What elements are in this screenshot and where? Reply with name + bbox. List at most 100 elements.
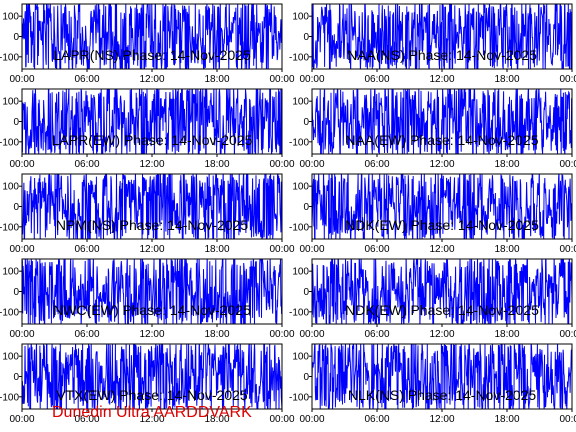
y-tick-label: -100 (0, 222, 19, 233)
y-tick-label: -100 (0, 307, 19, 318)
panel-1: 100 0 -100 00:00 06:00 12:00 18:00 00:00 LAPR(NS… (0, 3, 295, 85)
x-tick-label: 06:00 (74, 414, 99, 425)
x-tick-label: 06:00 (74, 159, 99, 170)
y-tick-label: 0 (13, 117, 19, 128)
x-tick-label: 18:00 (204, 74, 229, 85)
y-tick-label: 0 (303, 117, 309, 128)
y-tick-label: 100 (292, 97, 309, 108)
x-tick-label: 00:00 (299, 414, 324, 425)
x-tick-label: 00:00 (269, 414, 294, 425)
y-tick-label: 0 (303, 32, 309, 43)
y-tick-label: 100 (292, 352, 309, 363)
panel-title: NLK(NS) Phase: 14-Nov-2025 (348, 387, 537, 403)
x-tick-label: 00:00 (559, 329, 576, 340)
y-tick-label: -100 (289, 307, 309, 318)
panel-title: LAPR(EW) Phase: 14-Nov-2025 (52, 132, 253, 148)
x-tick-label: 12:00 (429, 329, 454, 340)
x-tick-label: 18:00 (494, 244, 519, 255)
phase-trace (22, 174, 282, 239)
x-tick-label: 18:00 (494, 414, 519, 425)
y-tick-label: 100 (2, 352, 19, 363)
x-tick-label: 00:00 (299, 159, 324, 170)
footer-label: Dunedin Ultra AARDDVARK (52, 404, 252, 421)
panel-9: 100 0 -100 00:00 06:00 12:00 18:00 00:00 VTX(EW)… (0, 343, 295, 425)
panel-5: 100 0 -100 00:00 06:00 12:00 18:00 00:00 NPM(NS)… (0, 173, 295, 255)
x-tick-label: 00:00 (269, 159, 294, 170)
phase-trace (22, 89, 282, 154)
x-tick-label: 00:00 (9, 74, 34, 85)
x-tick-label: 00:00 (9, 244, 34, 255)
y-tick-label: 100 (2, 182, 19, 193)
y-tick-label: 100 (2, 97, 19, 108)
x-tick-label: 00:00 (559, 244, 576, 255)
y-tick-label: 0 (13, 287, 19, 298)
y-tick-label: 100 (292, 12, 309, 23)
x-tick-label: 18:00 (204, 159, 229, 170)
panel-4: 100 0 -100 00:00 06:00 12:00 18:00 00:00 NAA(EW)… (289, 88, 576, 170)
phase-trace (312, 4, 572, 69)
y-tick-label: 0 (303, 372, 309, 383)
x-tick-label: 06:00 (364, 414, 389, 425)
y-tick-label: -100 (289, 52, 309, 63)
phase-trace (312, 344, 572, 409)
x-tick-label: 18:00 (494, 329, 519, 340)
x-tick-label: 06:00 (364, 159, 389, 170)
panel-title: NDK(EW) Phase: 14-Nov-2025 (345, 217, 539, 233)
panel-10: 100 0 -100 00:00 06:00 12:00 18:00 00:00 NLK(NS)… (289, 343, 576, 425)
x-tick-label: 00:00 (559, 159, 576, 170)
panel-7: 100 0 -100 00:00 06:00 12:00 18:00 00:00 NWC(EW)… (0, 258, 295, 340)
x-tick-label: 12:00 (139, 74, 164, 85)
panel-6: 100 0 -100 00:00 06:00 12:00 18:00 00:00 NDK(EW)… (289, 173, 576, 255)
x-tick-label: 18:00 (494, 159, 519, 170)
x-tick-label: 06:00 (364, 244, 389, 255)
x-tick-label: 06:00 (74, 329, 99, 340)
panel-title: LAPR(NS) Phase: 14-Nov-2025 (53, 47, 251, 63)
x-tick-label: 12:00 (429, 74, 454, 85)
y-tick-label: 0 (303, 202, 309, 213)
x-tick-label: 12:00 (139, 329, 164, 340)
y-tick-label: -100 (289, 222, 309, 233)
x-tick-label: 00:00 (299, 74, 324, 85)
x-tick-label: 00:00 (269, 244, 294, 255)
x-tick-label: 00:00 (269, 329, 294, 340)
x-tick-label: 00:00 (9, 414, 34, 425)
y-tick-label: 100 (292, 267, 309, 278)
x-tick-label: 12:00 (139, 244, 164, 255)
panel-2: 100 0 -100 00:00 06:00 12:00 18:00 00:00 NAA(NS)… (289, 3, 576, 85)
x-tick-label: 00:00 (299, 329, 324, 340)
phase-trace (312, 259, 572, 324)
x-tick-label: 00:00 (299, 244, 324, 255)
x-tick-label: 18:00 (204, 244, 229, 255)
panel-title: NDK(EW) Phase: 14-Nov-2025 (345, 302, 539, 318)
panel-title: NPM(NS) Phase: 14-Nov-2025 (56, 217, 248, 233)
y-tick-label: -100 (289, 137, 309, 148)
y-tick-label: 100 (292, 182, 309, 193)
x-tick-label: 12:00 (139, 159, 164, 170)
x-tick-label: 06:00 (364, 329, 389, 340)
x-tick-label: 18:00 (204, 414, 229, 425)
x-tick-label: 06:00 (74, 74, 99, 85)
panel-title: VTX(EW) Phase: 14-Nov-2025 (56, 387, 248, 403)
x-tick-label: 12:00 (139, 414, 164, 425)
phase-trace (312, 174, 572, 239)
y-tick-label: -100 (0, 392, 19, 403)
y-tick-label: 0 (13, 372, 19, 383)
y-tick-label: -100 (289, 392, 309, 403)
x-tick-label: 00:00 (9, 329, 34, 340)
phase-trace (312, 89, 572, 154)
panel-title: NWC(EW) Phase: 14-Nov-2025 (53, 302, 251, 318)
y-tick-label: 100 (2, 267, 19, 278)
y-tick-label: 0 (303, 287, 309, 298)
x-tick-label: 00:00 (559, 74, 576, 85)
panel-8: 100 0 -100 00:00 06:00 12:00 18:00 00:00 NDK(EW)… (289, 258, 576, 340)
x-tick-label: 12:00 (429, 244, 454, 255)
x-tick-label: 18:00 (204, 329, 229, 340)
x-tick-label: 00:00 (9, 159, 34, 170)
x-tick-label: 00:00 (269, 74, 294, 85)
x-tick-label: 06:00 (74, 244, 99, 255)
y-tick-label: -100 (0, 52, 19, 63)
phase-trace (22, 259, 282, 324)
panel-title: NAA(EW) Phase: 14-Nov-2025 (346, 132, 539, 148)
y-tick-label: 0 (13, 32, 19, 43)
